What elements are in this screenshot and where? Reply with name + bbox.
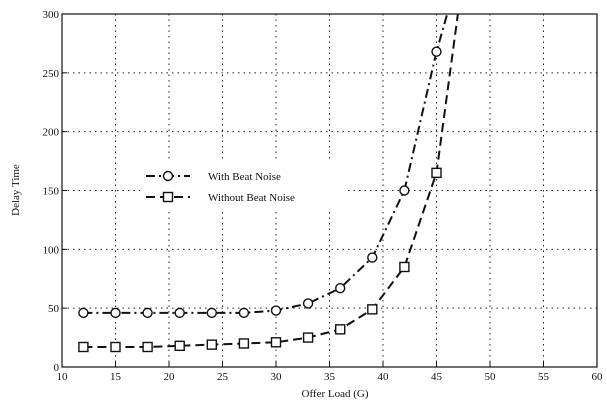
series-0-point-0: [78, 307, 89, 319]
x-tick-label-25: 25: [217, 371, 229, 383]
series-1-point-10: [399, 261, 410, 273]
series-1-point-2: [142, 341, 153, 353]
x-tick-label-15: 15: [110, 371, 122, 383]
legend-box: [140, 162, 346, 208]
series-1-point-1: [110, 341, 121, 353]
legend-label-without-beat-noise: Without Beat Noise: [208, 192, 295, 204]
x-axis-label: Offer Load (G): [302, 388, 369, 400]
x-tick-label-35: 35: [324, 371, 336, 383]
series-0-point-3: [174, 307, 185, 319]
series-0-point-2: [142, 307, 153, 319]
y-tick-label-200: 200: [43, 127, 60, 139]
series-0-point-9: [367, 252, 378, 263]
y-tick-label-250: 250: [43, 68, 60, 80]
series-group: [78, 13, 459, 353]
x-tick-label-10: 10: [57, 371, 69, 383]
x-tick-label-50: 50: [485, 371, 497, 383]
legend-label-with-beat-noise: With Beat Noise: [208, 171, 281, 183]
series-1-point-7: [302, 332, 314, 343]
series-0-point-5: [238, 307, 250, 319]
series-1-point-9: [367, 304, 378, 315]
series-0-point-6: [270, 305, 282, 316]
ticks: 10 15 20 25 30 35 40 45 50 55 60 0 50 100 150 200 250 300: [43, 9, 604, 383]
series-0-point-8: [335, 282, 346, 294]
series-1-point-4: [206, 339, 218, 350]
x-tick-label-55: 55: [538, 371, 550, 383]
y-tick-label-0: 0: [54, 362, 60, 374]
series-0-point-1: [110, 307, 121, 319]
series-0-point-7: [302, 298, 314, 309]
y-tick-label-300: 300: [43, 9, 60, 21]
y-tick-label-50: 50: [48, 303, 60, 315]
legend-marker-with-beat-noise: [162, 170, 174, 182]
series-1-point-8: [335, 324, 346, 335]
y-tick-label-100: 100: [43, 244, 60, 256]
x-tick-label-60: 60: [592, 371, 604, 383]
legend-marker-without-beat-noise: [162, 191, 174, 203]
legend: With Beat Noise Without Beat Noise: [140, 162, 346, 208]
series-1-point-0: [78, 341, 89, 353]
series-1-point-6: [270, 337, 282, 348]
series-1-point-5: [238, 338, 250, 349]
series-0-point-10: [399, 185, 410, 196]
x-tick-label-30: 30: [271, 371, 283, 383]
series-1-point-3: [174, 340, 185, 352]
x-tick-label-20: 20: [164, 371, 176, 383]
series-1-point-11: [431, 167, 442, 179]
series-0-point-4: [206, 307, 218, 319]
x-tick-label-40: 40: [378, 371, 390, 383]
y-tick-label-150: 150: [43, 186, 60, 198]
y-axis-label: Delay Time: [10, 164, 22, 216]
x-tick-label-45: 45: [431, 371, 443, 383]
series-0-point-11: [431, 46, 442, 57]
